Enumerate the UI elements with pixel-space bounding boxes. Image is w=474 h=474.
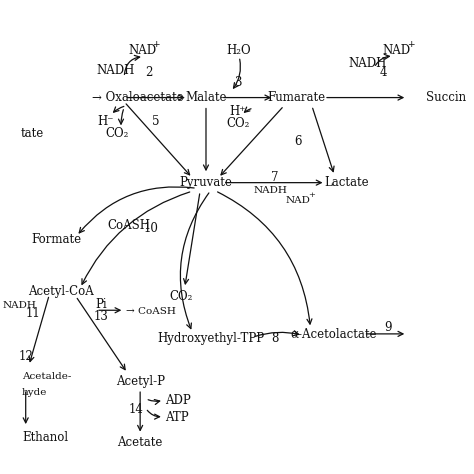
Text: Acetyl-CoA: Acetyl-CoA <box>28 285 93 298</box>
Text: Ethanol: Ethanol <box>22 431 68 444</box>
Text: 9: 9 <box>384 321 392 334</box>
Text: CO₂: CO₂ <box>106 128 129 140</box>
Text: 2: 2 <box>146 66 153 79</box>
Text: Pi: Pi <box>96 298 107 310</box>
Text: NAD: NAD <box>383 44 411 57</box>
Text: Succin: Succin <box>426 91 466 104</box>
Text: → CoASH: → CoASH <box>126 307 175 316</box>
Text: 6: 6 <box>294 135 302 147</box>
Text: +: + <box>309 191 315 200</box>
Text: hyde: hyde <box>22 389 47 398</box>
Text: CO₂: CO₂ <box>226 117 249 130</box>
Text: Formate: Formate <box>31 233 81 246</box>
Text: 12: 12 <box>18 350 33 363</box>
Text: 11: 11 <box>26 307 41 320</box>
Text: α-Acetolactate: α-Acetolactate <box>290 328 376 340</box>
Text: 10: 10 <box>144 221 159 235</box>
Text: NAD: NAD <box>286 196 310 205</box>
Text: 4: 4 <box>379 66 387 79</box>
Text: 14: 14 <box>128 403 143 416</box>
Text: 3: 3 <box>235 76 242 90</box>
Text: +: + <box>407 40 414 49</box>
Text: +: + <box>152 40 160 49</box>
Text: CoASH: CoASH <box>107 219 150 232</box>
Text: ATP: ATP <box>165 411 189 424</box>
Text: H₂O: H₂O <box>226 44 251 57</box>
Text: CO₂: CO₂ <box>169 290 193 302</box>
Text: Hydroxyethyl-TPP: Hydroxyethyl-TPP <box>157 332 264 345</box>
Text: NAD: NAD <box>128 44 156 57</box>
Text: ADP: ADP <box>165 394 191 408</box>
Text: tate: tate <box>21 127 45 139</box>
Text: Pyruvate: Pyruvate <box>180 176 232 189</box>
Text: Acetalde-: Acetalde- <box>22 372 72 381</box>
Text: 5: 5 <box>152 115 160 128</box>
Text: Lactate: Lactate <box>325 176 369 189</box>
Text: 13: 13 <box>94 310 109 323</box>
Text: NADH: NADH <box>254 186 288 195</box>
Text: H⁺: H⁺ <box>229 105 246 118</box>
Text: Fumarate: Fumarate <box>268 91 326 104</box>
Text: H⁻: H⁻ <box>98 115 114 128</box>
Text: Acetate: Acetate <box>118 436 163 449</box>
Text: Acetyl-P: Acetyl-P <box>116 374 164 388</box>
Text: NADH: NADH <box>348 56 386 70</box>
Text: → Oxaloacetate: → Oxaloacetate <box>92 91 184 104</box>
Text: NADH: NADH <box>96 64 134 77</box>
Text: 8: 8 <box>271 332 278 345</box>
Text: 7: 7 <box>271 172 279 184</box>
Text: NADH: NADH <box>3 301 37 310</box>
Text: Malate: Malate <box>185 91 227 104</box>
